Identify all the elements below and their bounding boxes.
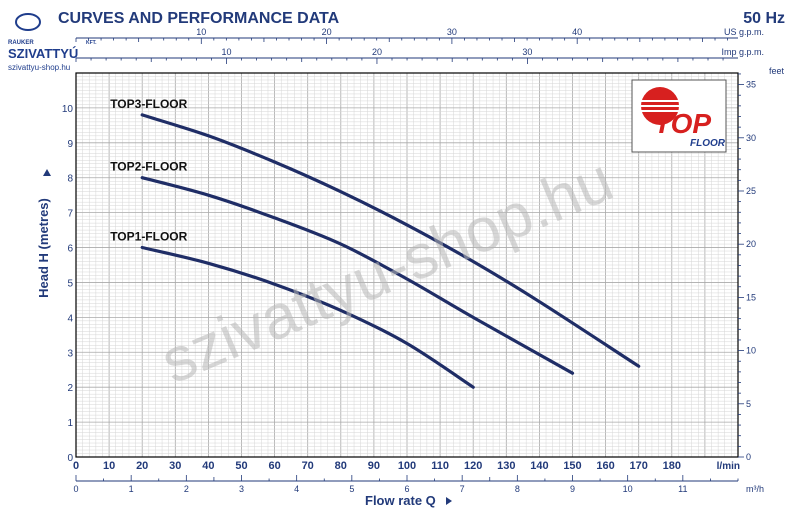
secondary-x-tick-label: 5 (349, 484, 354, 494)
secondary-x-tick-label: 20 (322, 27, 332, 37)
x-tick-label: 80 (335, 460, 347, 472)
top-floor-logo: TOP FLOOR (631, 79, 727, 153)
secondary-x-tick-label: 10 (221, 47, 231, 57)
secondary-x-tick-label: 6 (404, 484, 409, 494)
feet-tick-label: 15 (746, 292, 756, 302)
x-tick-label: 110 (431, 460, 449, 472)
secondary-x-tick-label: 9 (570, 484, 575, 494)
frequency-label: 50 Hz (743, 10, 785, 27)
secondary-x-unit-label: US g.p.m. (724, 27, 764, 37)
x-tick-label: 20 (136, 460, 148, 472)
secondary-x-tick-label: 2 (184, 484, 189, 494)
curve-top2-floor (140, 176, 575, 375)
y-tick-label: 0 (67, 453, 73, 464)
y-tick-label: 2 (67, 383, 73, 394)
series-label-top1-floor: TOP1-FLOOR (110, 230, 187, 244)
brand-url: szivattyu-shop.hu (8, 63, 70, 72)
x-tick-label: 50 (235, 460, 247, 472)
y-axis-arrow-icon (43, 169, 51, 176)
x-tick-label: 150 (563, 460, 581, 472)
secondary-x-tick-label: 11 (678, 484, 687, 494)
brand-small-text: RAUKER (8, 40, 34, 46)
y-tick-label: 4 (67, 313, 73, 324)
series-labels: TOP1-FLOOR TOP2-FLOOR TOP3-FLOOR (110, 97, 187, 244)
grid-lines (75, 72, 739, 458)
x-unit-label: l/min (717, 461, 740, 472)
x-tick-label: 70 (302, 460, 314, 472)
brand-logo: RAUKER SZIVATTYÚ KFT. szivattyu-shop.hu (8, 13, 97, 72)
secondary-x-tick-label: 30 (447, 27, 457, 37)
logo-floor-text: FLOOR (690, 138, 726, 149)
feet-tick-label: 25 (746, 186, 756, 196)
chart-title: CURVES AND PERFORMANCE DATA (58, 10, 340, 27)
brand-name: SZIVATTYÚ (8, 46, 78, 61)
feet-tick-label: 30 (746, 133, 756, 143)
secondary-x-tick-label: 4 (294, 484, 299, 494)
x-tick-label: 170 (630, 460, 648, 472)
x-axis-label: Flow rate Q (365, 493, 436, 508)
feet-tick-label: 20 (746, 239, 756, 249)
secondary-x-tick-label: 40 (572, 27, 582, 37)
secondary-x-tick-label: 8 (515, 484, 520, 494)
x-tick-label: 120 (464, 460, 482, 472)
x-tick-label: 130 (497, 460, 515, 472)
x-tick-label: 140 (530, 460, 548, 472)
plot-frame (75, 72, 739, 458)
y-tick-label: 5 (67, 278, 73, 289)
secondary-x-tick-label: 10 (196, 27, 206, 37)
x-tick-label: 90 (368, 460, 380, 472)
y-tick-label: 7 (67, 209, 73, 220)
curve-top1-floor (140, 245, 475, 389)
feet-unit-label: feet (769, 66, 785, 76)
y-tick-label: 8 (67, 174, 73, 185)
y-tick-label: 3 (67, 348, 73, 359)
brand-kft-text: KFT. (86, 40, 97, 46)
x-tick-label: 60 (268, 460, 280, 472)
y-tick-label: 10 (62, 104, 74, 115)
secondary-x-tick-label: 0 (73, 484, 78, 494)
y-tick-label: 6 (67, 244, 73, 255)
curve-top3-floor (140, 113, 641, 368)
secondary-x-tick-label: 1 (129, 484, 134, 494)
axes: 0 10 20 30 40 50 60 70 80 90 100 110 120 130 140 150 160… (62, 27, 785, 494)
secondary-x-tick-label: 30 (522, 47, 532, 57)
brand-mark-icon (15, 13, 41, 31)
series-label-top2-floor: TOP2-FLOOR (110, 160, 187, 174)
x-tick-label: 100 (398, 460, 416, 472)
series-label-top3-floor: TOP3-FLOOR (110, 97, 187, 111)
x-tick-label: 30 (169, 460, 181, 472)
feet-tick-label: 10 (746, 346, 756, 356)
secondary-x-tick-label: 3 (239, 484, 244, 494)
y-tick-label: 9 (67, 139, 73, 150)
x-tick-label: 10 (103, 460, 115, 472)
secondary-x-tick-label: 20 (372, 47, 382, 57)
feet-tick-label: 5 (746, 399, 751, 409)
x-tick-label: 0 (73, 460, 79, 472)
x-tick-label: 160 (596, 460, 614, 472)
secondary-x-tick-label: 7 (460, 484, 465, 494)
y-axis-label: Head H (metres) (36, 198, 51, 298)
secondary-x-unit-label: m³/h (746, 484, 764, 494)
feet-tick-label: 35 (746, 80, 756, 90)
x-tick-label: 180 (663, 460, 681, 472)
y-tick-label: 1 (67, 418, 73, 429)
secondary-x-tick-label: 10 (623, 484, 633, 494)
feet-tick-label: 0 (746, 452, 751, 462)
secondary-x-unit-label: Imp g.p.m. (721, 47, 764, 57)
x-tick-label: 40 (202, 460, 214, 472)
curves (140, 113, 641, 389)
logo-top-text: TOP (654, 108, 711, 139)
x-axis-arrow-icon (446, 497, 452, 505)
